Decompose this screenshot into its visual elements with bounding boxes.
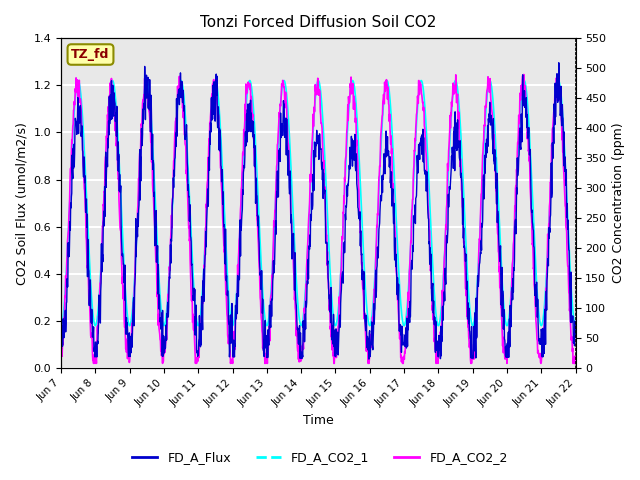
X-axis label: Time: Time — [303, 414, 333, 427]
Text: TZ_fd: TZ_fd — [71, 48, 109, 61]
Y-axis label: CO2 Concentration (ppm): CO2 Concentration (ppm) — [612, 123, 625, 283]
Y-axis label: CO2 Soil Flux (umol/m2/s): CO2 Soil Flux (umol/m2/s) — [15, 121, 28, 285]
Legend: FD_A_Flux, FD_A_CO2_1, FD_A_CO2_2: FD_A_Flux, FD_A_CO2_1, FD_A_CO2_2 — [127, 446, 513, 469]
Title: Tonzi Forced Diffusion Soil CO2: Tonzi Forced Diffusion Soil CO2 — [200, 15, 436, 30]
